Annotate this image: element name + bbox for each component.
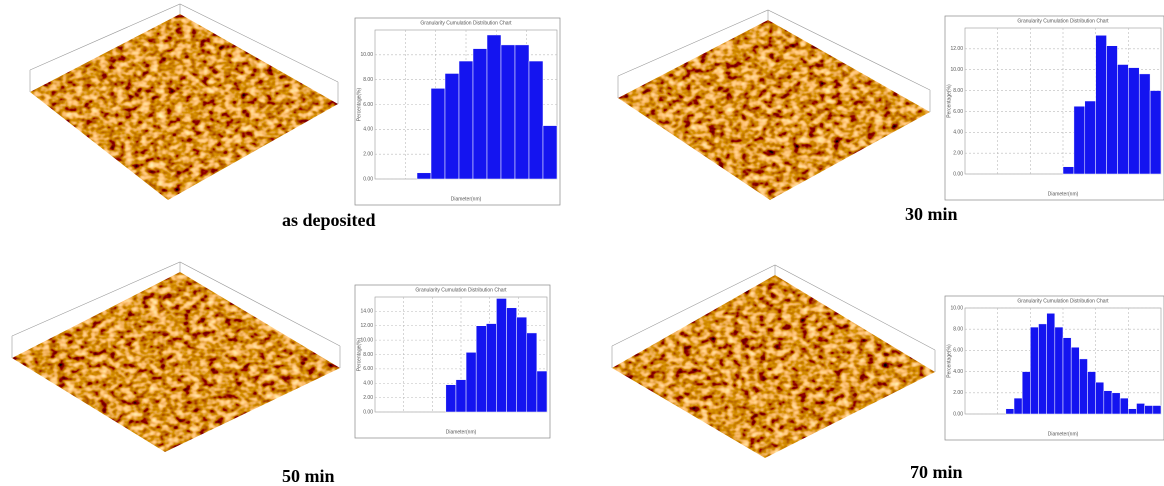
bar (1145, 406, 1153, 414)
y-tick-label: 8.00 (363, 77, 373, 83)
bar (507, 308, 517, 412)
y-tick-label: 6.00 (363, 366, 373, 372)
chart-title: Granularity Cumulation Distribution Char… (1017, 18, 1109, 24)
y-tick-label: 10.00 (950, 305, 963, 311)
bar (1088, 372, 1096, 414)
bar (1063, 338, 1071, 414)
y-tick-label: 2.00 (953, 390, 963, 396)
y-tick-label: 0.00 (953, 411, 963, 417)
bar (466, 352, 476, 412)
panel-caption: 70 min (910, 462, 963, 482)
bar (527, 333, 537, 412)
bar (1074, 106, 1085, 174)
bar (486, 324, 496, 412)
bar (1107, 46, 1118, 174)
bar (445, 73, 459, 179)
y-tick-label: 4.00 (953, 130, 963, 136)
bar (1039, 324, 1047, 414)
bar (1128, 409, 1136, 414)
bar (1112, 393, 1120, 414)
panel-caption: 50 min (282, 466, 335, 486)
y-tick-label: 0.00 (953, 171, 963, 177)
y-tick-label: 12.00 (950, 46, 963, 52)
bar (1085, 101, 1096, 174)
y-tick-label: 6.00 (953, 109, 963, 115)
y-tick-label: 6.00 (363, 102, 373, 108)
y-tick-label: 0.00 (363, 409, 373, 415)
bar (1104, 391, 1112, 414)
bar (496, 298, 506, 412)
bar (1055, 327, 1063, 414)
y-tick-label: 8.00 (953, 88, 963, 94)
bar (417, 173, 431, 179)
bar (1063, 167, 1074, 174)
bar (537, 371, 547, 412)
afm-surface (612, 275, 935, 458)
x-axis-label: Diameter(nm) (1048, 431, 1079, 437)
bar (529, 61, 543, 179)
afm-surface (30, 14, 338, 200)
bar (543, 126, 557, 179)
y-tick-label: 4.00 (363, 127, 373, 133)
y-tick-label: 6.00 (953, 348, 963, 354)
afm-surface (12, 272, 340, 452)
bar (476, 326, 486, 412)
y-axis-label: Percentage(%) (946, 344, 952, 378)
y-tick-label: 10.00 (950, 67, 963, 73)
x-axis-label: Diameter(nm) (1048, 191, 1079, 197)
bar (1014, 398, 1022, 414)
y-tick-label: 4.00 (953, 369, 963, 375)
bar (1120, 398, 1128, 414)
y-tick-label: 8.00 (363, 352, 373, 358)
bar (1022, 372, 1030, 414)
bar (1030, 327, 1038, 414)
figure: as deposited Granularity Cumulation Distr… (0, 0, 1164, 486)
bar (1117, 65, 1128, 175)
chart-title: Granularity Cumulation Distribution Char… (415, 287, 507, 293)
bar (1150, 91, 1161, 174)
bar (456, 380, 466, 412)
bar (1128, 68, 1139, 174)
y-tick-label: 10.00 (360, 52, 373, 58)
bar (1139, 74, 1150, 174)
y-axis-label: Percentage(%) (946, 84, 952, 118)
bar (1079, 359, 1087, 414)
bar (1137, 403, 1145, 414)
bar (1047, 313, 1055, 414)
y-axis-label: Percentage(%) (356, 87, 362, 121)
bar (1153, 406, 1161, 414)
y-tick-label: 0.00 (363, 176, 373, 182)
y-tick-label: 8.00 (953, 327, 963, 333)
bar (459, 61, 473, 179)
chart-title: Granularity Cumulation Distribution Char… (420, 20, 512, 26)
y-tick-label: 12.00 (360, 323, 373, 329)
bar (1096, 382, 1104, 414)
x-axis-label: Diameter(nm) (451, 196, 482, 202)
bar (515, 45, 529, 179)
bar (1096, 35, 1107, 174)
chart-title: Granularity Cumulation Distribution Char… (1017, 298, 1109, 304)
x-axis-label: Diameter(nm) (446, 429, 477, 435)
y-tick-label: 10.00 (360, 337, 373, 343)
bar (473, 49, 487, 179)
bar (487, 35, 501, 179)
bar (501, 45, 515, 179)
y-tick-label: 14.00 (360, 309, 373, 315)
y-tick-label: 2.00 (363, 151, 373, 157)
panel-caption: 30 min (905, 204, 958, 224)
bar (431, 88, 445, 179)
bar (517, 317, 527, 412)
bar (1071, 347, 1079, 414)
bar (1006, 409, 1014, 414)
bar (446, 385, 456, 412)
y-tick-label: 2.00 (953, 150, 963, 156)
panel-caption: as deposited (282, 210, 376, 230)
afm-surface (618, 20, 930, 200)
y-tick-label: 4.00 (363, 381, 373, 387)
y-tick-label: 2.00 (363, 395, 373, 401)
